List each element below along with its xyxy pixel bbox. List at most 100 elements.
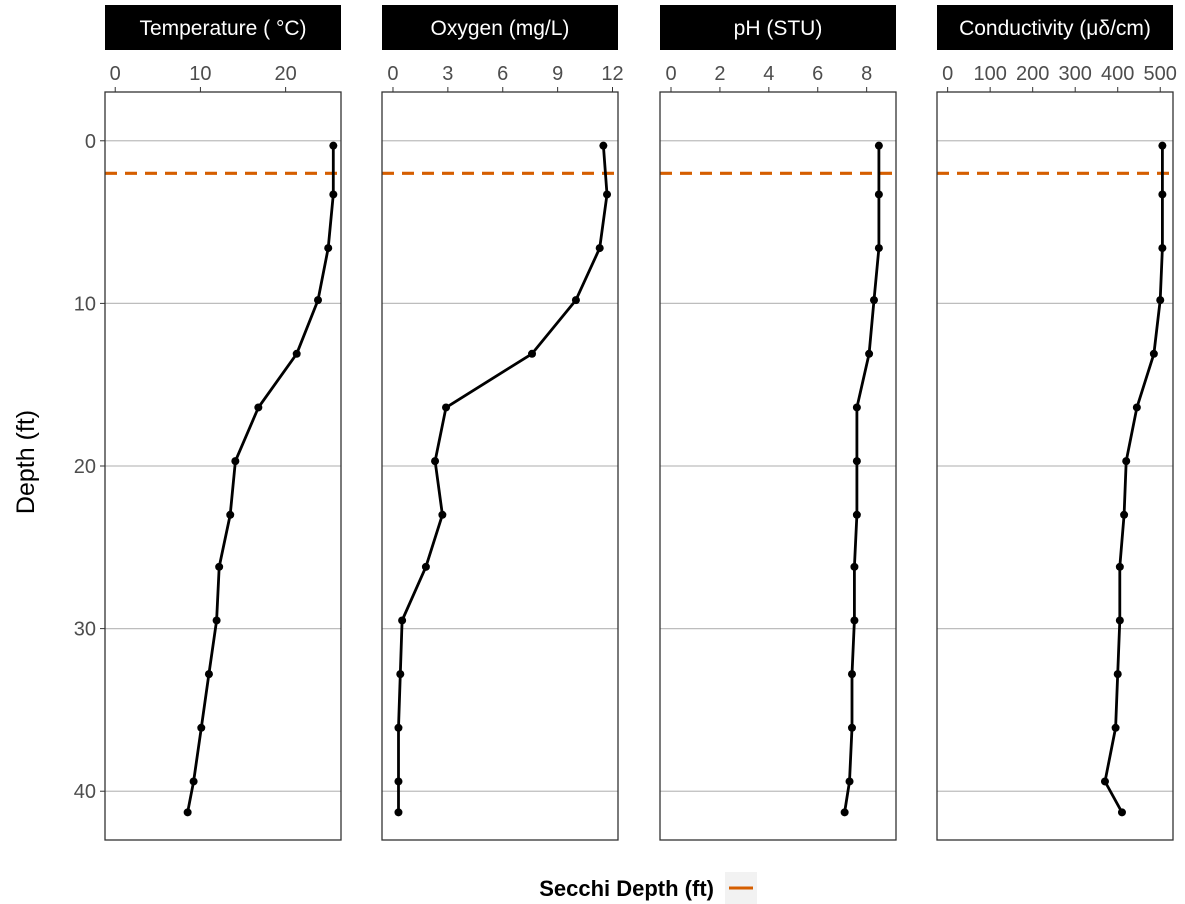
panel-strip bbox=[105, 5, 341, 50]
series-line bbox=[397, 145, 609, 813]
panel-2: Oxygen (mg/L) 0 3 6 9 12 bbox=[381, 5, 624, 841]
data-point bbox=[1158, 141, 1167, 150]
data-point bbox=[852, 510, 861, 519]
data-point bbox=[840, 808, 849, 817]
data-point bbox=[197, 723, 206, 732]
x-tick-label: 400 bbox=[1101, 63, 1134, 85]
data-point bbox=[313, 296, 322, 305]
x-tick-label: 0 bbox=[110, 63, 121, 85]
data-point bbox=[394, 723, 403, 732]
data-point bbox=[603, 190, 612, 199]
x-tick-label: 20 bbox=[274, 63, 296, 85]
series-line bbox=[1103, 145, 1164, 814]
data-point bbox=[394, 808, 403, 817]
data-point bbox=[850, 562, 859, 571]
series-line bbox=[843, 145, 881, 813]
data-point bbox=[1100, 777, 1109, 786]
data-point bbox=[1156, 296, 1165, 305]
data-point bbox=[865, 349, 874, 358]
x-tick-label: 300 bbox=[1059, 63, 1092, 85]
x-tick-label: 12 bbox=[601, 63, 623, 85]
data-point bbox=[254, 403, 263, 412]
data-point bbox=[231, 457, 240, 466]
data-point bbox=[1149, 349, 1158, 358]
data-point bbox=[874, 244, 883, 253]
x-tick-label: 9 bbox=[552, 63, 563, 85]
data-point bbox=[599, 141, 608, 150]
x-tick-label: 0 bbox=[942, 63, 953, 85]
data-point bbox=[183, 808, 192, 817]
y-tick-label: 0 bbox=[85, 131, 96, 153]
data-point bbox=[852, 403, 861, 412]
legend-title: Secchi Depth (ft) bbox=[539, 876, 714, 901]
panel-title: pH (STU) bbox=[734, 17, 823, 40]
data-point bbox=[1120, 510, 1129, 519]
series-line bbox=[186, 145, 335, 813]
data-point bbox=[1122, 457, 1131, 466]
data-point bbox=[324, 244, 333, 253]
data-point bbox=[847, 723, 856, 732]
data-point bbox=[398, 616, 407, 625]
data-point bbox=[528, 349, 537, 358]
panel-strip bbox=[382, 5, 618, 50]
x-tick-label: 6 bbox=[812, 63, 823, 85]
data-point bbox=[874, 141, 883, 150]
data-point bbox=[1158, 244, 1167, 253]
data-point bbox=[212, 616, 221, 625]
data-point bbox=[847, 670, 856, 679]
y-axis-title: Depth (ft) bbox=[12, 410, 40, 514]
data-point bbox=[421, 562, 430, 571]
data-point bbox=[438, 510, 447, 519]
x-tick-label: 0 bbox=[387, 63, 398, 85]
x-tick-label: 2 bbox=[714, 63, 725, 85]
panel-1: Temperature ( °C) 0 10 20 bbox=[104, 5, 342, 841]
x-tick-label: 6 bbox=[497, 63, 508, 85]
data-point bbox=[189, 777, 198, 786]
data-point bbox=[1113, 670, 1122, 679]
data-point bbox=[204, 670, 213, 679]
panel-strip bbox=[660, 5, 896, 50]
legend: Secchi Depth (ft) bbox=[539, 872, 757, 904]
panel-strip bbox=[937, 5, 1173, 50]
data-point bbox=[442, 403, 451, 412]
panel-border bbox=[659, 91, 897, 841]
y-tick-label: 30 bbox=[74, 619, 96, 641]
data-point bbox=[1117, 808, 1126, 817]
data-point bbox=[1115, 616, 1124, 625]
x-tick-label: 500 bbox=[1144, 63, 1177, 85]
data-point bbox=[394, 777, 403, 786]
panel-border bbox=[936, 91, 1174, 841]
data-point bbox=[1158, 190, 1167, 199]
data-point bbox=[1111, 723, 1120, 732]
y-tick-label: 40 bbox=[74, 781, 96, 803]
data-point bbox=[850, 616, 859, 625]
panel-title: Oxygen (mg/L) bbox=[431, 17, 570, 40]
y-tick-label: 10 bbox=[74, 293, 96, 315]
x-tick-label: 0 bbox=[665, 63, 676, 85]
panel-title: Temperature ( °C) bbox=[139, 17, 306, 40]
panel-title: Conductivity (μδ/cm) bbox=[959, 17, 1151, 40]
data-point bbox=[431, 457, 440, 466]
panel-border bbox=[381, 91, 619, 841]
depth-axis: 0 10 20 30 40 bbox=[74, 131, 105, 803]
data-point bbox=[215, 562, 224, 571]
data-point bbox=[595, 244, 604, 253]
x-tick-label: 100 bbox=[973, 63, 1006, 85]
data-point bbox=[571, 296, 580, 305]
data-point bbox=[869, 296, 878, 305]
x-tick-label: 8 bbox=[861, 63, 872, 85]
data-point bbox=[329, 190, 338, 199]
data-point bbox=[1115, 562, 1124, 571]
data-point bbox=[329, 141, 338, 150]
data-point bbox=[226, 510, 235, 519]
data-point bbox=[845, 777, 854, 786]
x-tick-label: 4 bbox=[763, 63, 774, 85]
x-tick-label: 10 bbox=[189, 63, 211, 85]
y-tick-label: 20 bbox=[74, 456, 96, 478]
panel-3: pH (STU) 0 2 4 6 8 bbox=[659, 5, 897, 841]
x-tick-label: 200 bbox=[1016, 63, 1049, 85]
data-point bbox=[874, 190, 883, 199]
x-tick-label: 3 bbox=[442, 63, 453, 85]
